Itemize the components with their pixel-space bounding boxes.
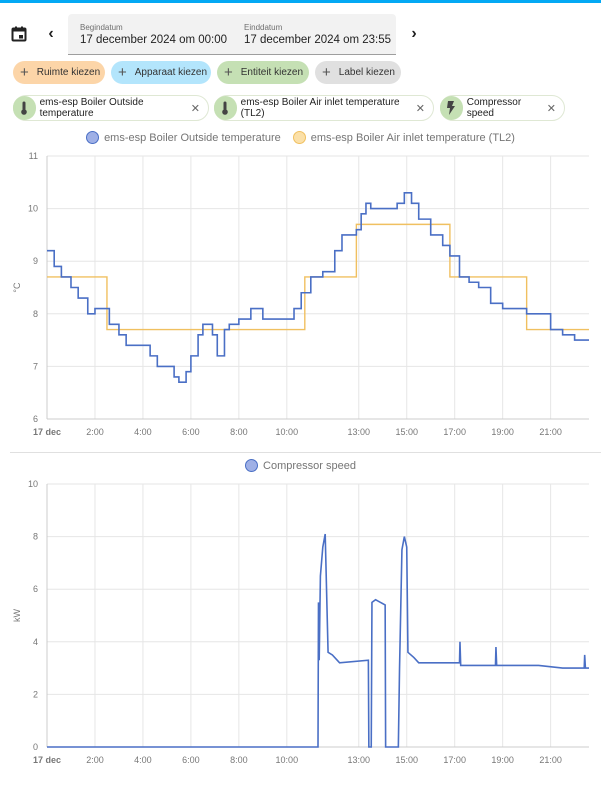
y-tick-label: 8	[33, 532, 38, 542]
x-tick-label: 6:00	[182, 755, 200, 765]
plus-icon: +	[20, 64, 29, 81]
next-button[interactable]: ›	[405, 25, 423, 43]
y-tick-label: 4	[33, 637, 38, 647]
legend-swatch	[86, 131, 100, 144]
previous-button[interactable]: ‹	[42, 25, 60, 43]
x-tick-label: 4:00	[134, 427, 152, 437]
y-axis-label: kW	[12, 609, 22, 623]
calendar-icon[interactable]	[9, 24, 29, 44]
chevron-right-icon: ›	[411, 25, 417, 42]
x-tick-label: 17 dec	[33, 427, 61, 437]
legend-label: ems-esp Boiler Outside temperature	[104, 131, 281, 144]
x-tick-label: 19:00	[491, 427, 514, 437]
entity-chip-label: ems-esp Boiler Outside temperature	[39, 97, 144, 119]
start-date-field[interactable]: Begindatum 17 december 2024 om 00:00	[80, 23, 227, 46]
chevron-left-icon: ‹	[48, 25, 54, 42]
plus-icon: +	[322, 64, 331, 81]
y-tick-label: 7	[33, 361, 38, 371]
legend-swatch	[292, 131, 306, 144]
plus-icon: +	[118, 64, 127, 81]
entity-chip[interactable]: ems-esp Boiler Outside temperature ✕	[13, 95, 209, 121]
y-tick-label: 0	[33, 742, 38, 752]
x-tick-label: 21:00	[539, 427, 562, 437]
label-picker-button[interactable]: + Label kiezen	[315, 61, 401, 84]
x-tick-label: 15:00	[395, 427, 418, 437]
entity-picker-label: Entiteit kiezen	[240, 67, 304, 78]
entity-chip[interactable]: ems-esp Boiler Air inlet temperature (TL…	[214, 95, 434, 121]
legend-label: Compressor speed	[263, 459, 356, 472]
series-line	[47, 223, 589, 331]
y-tick-label: 2	[33, 689, 38, 699]
x-tick-label: 17:00	[443, 755, 466, 765]
x-tick-label: 17:00	[443, 427, 466, 437]
x-tick-label: 2:00	[86, 427, 104, 437]
x-tick-label: 17 dec	[33, 755, 61, 765]
series-line	[47, 192, 589, 383]
y-tick-label: 10	[28, 204, 38, 214]
legend-item[interactable]: Compressor speed	[245, 459, 356, 472]
device-picker-label: Apparaat kiezen	[134, 67, 208, 78]
date-range-picker[interactable]: Begindatum 17 december 2024 om 00:00 Ein…	[68, 14, 396, 55]
entity-chip-label: Compressor speed	[466, 97, 522, 119]
y-tick-label: 8	[33, 309, 38, 319]
plus-icon: +	[224, 64, 233, 81]
legend-label: ems-esp Boiler Air inlet temperature (TL…	[310, 131, 515, 144]
chart-legend: ems-esp Boiler Outside temperature ems-e…	[0, 131, 601, 144]
legend-item[interactable]: ems-esp Boiler Outside temperature	[86, 131, 281, 144]
compressor-chart: 0 2 4 6 8 10 17 dec 2:00 4:00 6:00 8:00 10:00 13:00 1…	[12, 479, 589, 765]
x-tick-label: 10:00	[276, 427, 299, 437]
label-picker-label: Label kiezen	[338, 67, 395, 78]
area-picker-label: Ruimte kiezen	[36, 67, 101, 78]
remove-icon[interactable]: ✕	[190, 102, 200, 115]
end-date-label: Einddatum	[244, 23, 283, 32]
top-accent-bar	[0, 0, 601, 3]
legend-swatch	[245, 459, 259, 472]
entity-chip[interactable]: Compressor speed ✕	[440, 95, 565, 121]
thermometer-icon	[13, 96, 36, 120]
y-tick-label: 6	[33, 414, 38, 424]
device-picker-button[interactable]: + Apparaat kiezen	[111, 61, 211, 84]
divider	[10, 452, 601, 453]
x-tick-label: 10:00	[276, 755, 299, 765]
thermometer-icon	[214, 96, 237, 120]
x-tick-label: 4:00	[134, 755, 152, 765]
remove-icon[interactable]: ✕	[415, 102, 425, 115]
chart-legend: Compressor speed	[0, 459, 601, 472]
x-tick-label: 19:00	[491, 755, 514, 765]
x-tick-label: 2:00	[86, 755, 104, 765]
end-date-value: 17 december 2024 om 23:55	[244, 34, 392, 46]
y-tick-label: 11	[29, 151, 38, 161]
x-tick-label: 13:00	[348, 755, 371, 765]
series-line	[47, 533, 589, 748]
x-tick-label: 8:00	[230, 755, 248, 765]
x-tick-label: 21:00	[539, 755, 562, 765]
x-tick-label: 8:00	[230, 427, 248, 437]
legend-item[interactable]: ems-esp Boiler Air inlet temperature (TL…	[292, 131, 515, 144]
temperature-chart: 6 7 8 9 10 11 17 dec 2:00 4:00 6:00 8:00 10:00 13:00…	[12, 151, 589, 437]
y-tick-label: 6	[33, 584, 38, 594]
x-tick-label: 15:00	[395, 755, 418, 765]
remove-icon[interactable]: ✕	[546, 102, 556, 115]
x-tick-label: 13:00	[348, 427, 371, 437]
area-picker-button[interactable]: + Ruimte kiezen	[13, 61, 105, 84]
start-date-value: 17 december 2024 om 00:00	[80, 34, 228, 46]
end-date-field[interactable]: Einddatum 17 december 2024 om 23:55	[244, 23, 391, 46]
y-axis-label: °C	[12, 282, 22, 293]
entity-chip-label: ems-esp Boiler Air inlet temperature (TL…	[240, 97, 400, 119]
x-tick-label: 6:00	[182, 427, 200, 437]
entity-picker-button[interactable]: + Entiteit kiezen	[217, 61, 309, 84]
lightning-icon	[440, 96, 463, 120]
y-tick-label: 9	[33, 256, 38, 266]
start-date-label: Begindatum	[80, 23, 123, 32]
y-tick-label: 10	[28, 479, 38, 489]
